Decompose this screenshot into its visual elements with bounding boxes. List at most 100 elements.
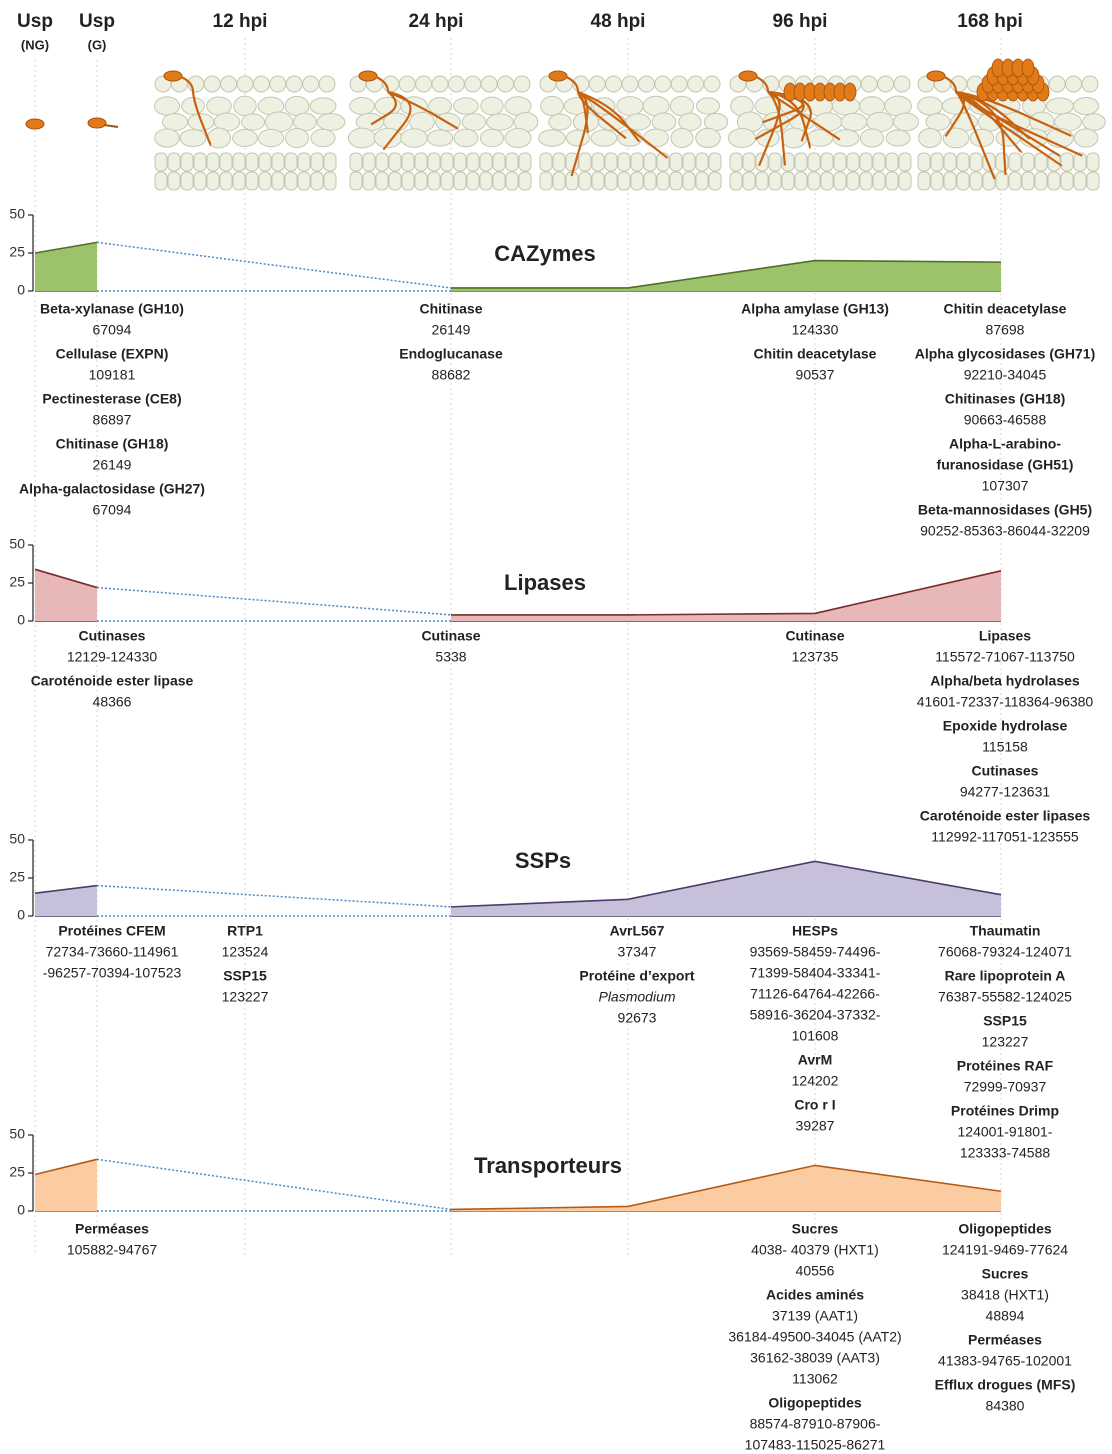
hypha: [570, 90, 589, 177]
mesophyll-cell: [925, 113, 951, 131]
spore: [163, 70, 183, 82]
protein-name: Protéines CFEM: [58, 923, 165, 939]
palisade-cell: [154, 171, 168, 191]
palisade-cell: [479, 152, 493, 172]
palisade-cell: [349, 152, 363, 172]
palisade-cell: [578, 152, 592, 172]
palisade-cell: [591, 171, 605, 191]
palisade-cell: [1073, 152, 1087, 172]
palisade-cell: [604, 152, 618, 172]
palisade-cell: [982, 171, 996, 191]
palisade-cell: [375, 152, 389, 172]
palisade-cell: [466, 152, 480, 172]
epidermis-cell: [654, 75, 672, 93]
palisade-cell: [440, 152, 454, 172]
palisade-cell: [219, 152, 233, 172]
palisade-cell: [1034, 152, 1048, 172]
palisade-cell: [1008, 171, 1022, 191]
mesophyll-cell: [257, 128, 285, 148]
palisade-cell: [872, 171, 886, 191]
protein-ids: 76387-55582-124025: [938, 989, 1072, 1005]
mesophyll-cell: [548, 113, 572, 131]
mesophyll-cell: [859, 128, 885, 148]
protein-ids: 5338: [435, 649, 466, 665]
plots: 0 25 50 CAZymes Beta-xylanase (GH10) 67094 Cel…: [9, 206, 1095, 1453]
hypha: [955, 90, 1023, 154]
area-line: [34, 568, 1002, 616]
hypha: [955, 90, 1072, 137]
mesophyll-cell: [504, 128, 532, 148]
palisade-cell: [427, 171, 441, 191]
y-tick-label: 50: [9, 536, 25, 552]
palisade-cell: [427, 152, 441, 172]
protein-name: Cellulase (EXPN): [56, 346, 169, 362]
protein-ids: 26149: [93, 457, 132, 473]
protein-name: RTP1: [227, 923, 263, 939]
column-label: Usp: [17, 11, 53, 32]
protein-name: Sucres: [982, 1266, 1029, 1282]
protein-name: Endoglucanase: [399, 346, 503, 362]
protein-ids: 101608: [792, 1028, 839, 1044]
mesophyll-cell: [310, 128, 336, 148]
hypha: [755, 75, 770, 93]
palisade-cell: [232, 152, 246, 172]
palisade-cell: [820, 152, 834, 172]
area-line: [34, 1158, 1002, 1211]
protein-name: Epoxide hydrolase: [943, 718, 1068, 734]
palisade-cell: [781, 171, 795, 191]
protein-name: Alpha amylase (GH13): [741, 301, 889, 317]
protein-ids: 123735: [792, 649, 839, 665]
column-label: 96 hpi: [773, 11, 828, 32]
palisade-cell: [453, 171, 467, 191]
spore: [548, 70, 568, 82]
palisade-cell: [1008, 152, 1022, 172]
mesophyll-cell: [453, 128, 479, 148]
palisade-cell: [643, 152, 657, 172]
protein-name: Pectinesterase (CE8): [42, 391, 181, 407]
protein-ids: 107483-115025-86271: [745, 1437, 886, 1453]
gap-connector: [96, 241, 452, 289]
protein-name: Chitinases (GH18): [945, 391, 1066, 407]
column-label: 24 hpi: [409, 11, 464, 32]
epidermis-cell: [415, 75, 433, 93]
spore: [738, 70, 758, 82]
epidermis-cell: [302, 75, 320, 93]
y-tick-label: 25: [9, 1164, 25, 1180]
epidermis-cell: [398, 75, 416, 93]
mesophyll-cell: [347, 127, 377, 149]
palisade-cell: [943, 171, 957, 191]
mesophyll-cell: [154, 128, 180, 148]
epidermis-cell: [687, 75, 705, 93]
palisade-cell: [479, 171, 493, 191]
mesophyll-cell: [162, 113, 188, 131]
palisade-cell: [284, 152, 298, 172]
y-tick-label: 25: [9, 869, 25, 885]
mesophyll-cell: [285, 127, 309, 149]
gap-connector: [96, 586, 452, 616]
palisade-cell: [1034, 171, 1048, 191]
protein-name: Lipases: [979, 628, 1031, 644]
palisade-cell: [245, 171, 259, 191]
protein-ids: 38418 (HXT1): [961, 1287, 1049, 1303]
hypha: [375, 75, 390, 93]
chart-title: Lipases: [504, 570, 586, 595]
protein-name: Alpha-galactosidase (GH27): [19, 481, 205, 497]
uredinium-spore: [1021, 58, 1035, 78]
y-tick-label: 0: [17, 1202, 25, 1218]
hypha: [955, 91, 996, 180]
protein-name: Chitin deacetylase: [754, 346, 877, 362]
palisade-cell: [414, 152, 428, 172]
palisade-cell: [846, 171, 860, 191]
protein-name: Thaumatin: [970, 923, 1041, 939]
mesophyll-cell: [480, 96, 504, 116]
mesophyll-cell: [428, 97, 452, 115]
protein-ids: 124202: [792, 1073, 839, 1089]
hypha: [577, 90, 641, 143]
protein-ids: 26149: [432, 322, 471, 338]
palisade-cell: [1047, 171, 1061, 191]
palisade-cell: [885, 171, 899, 191]
protein-ids: 123227: [222, 989, 269, 1005]
protein-ids: 124330: [792, 322, 839, 338]
palisade-cell: [258, 171, 272, 191]
